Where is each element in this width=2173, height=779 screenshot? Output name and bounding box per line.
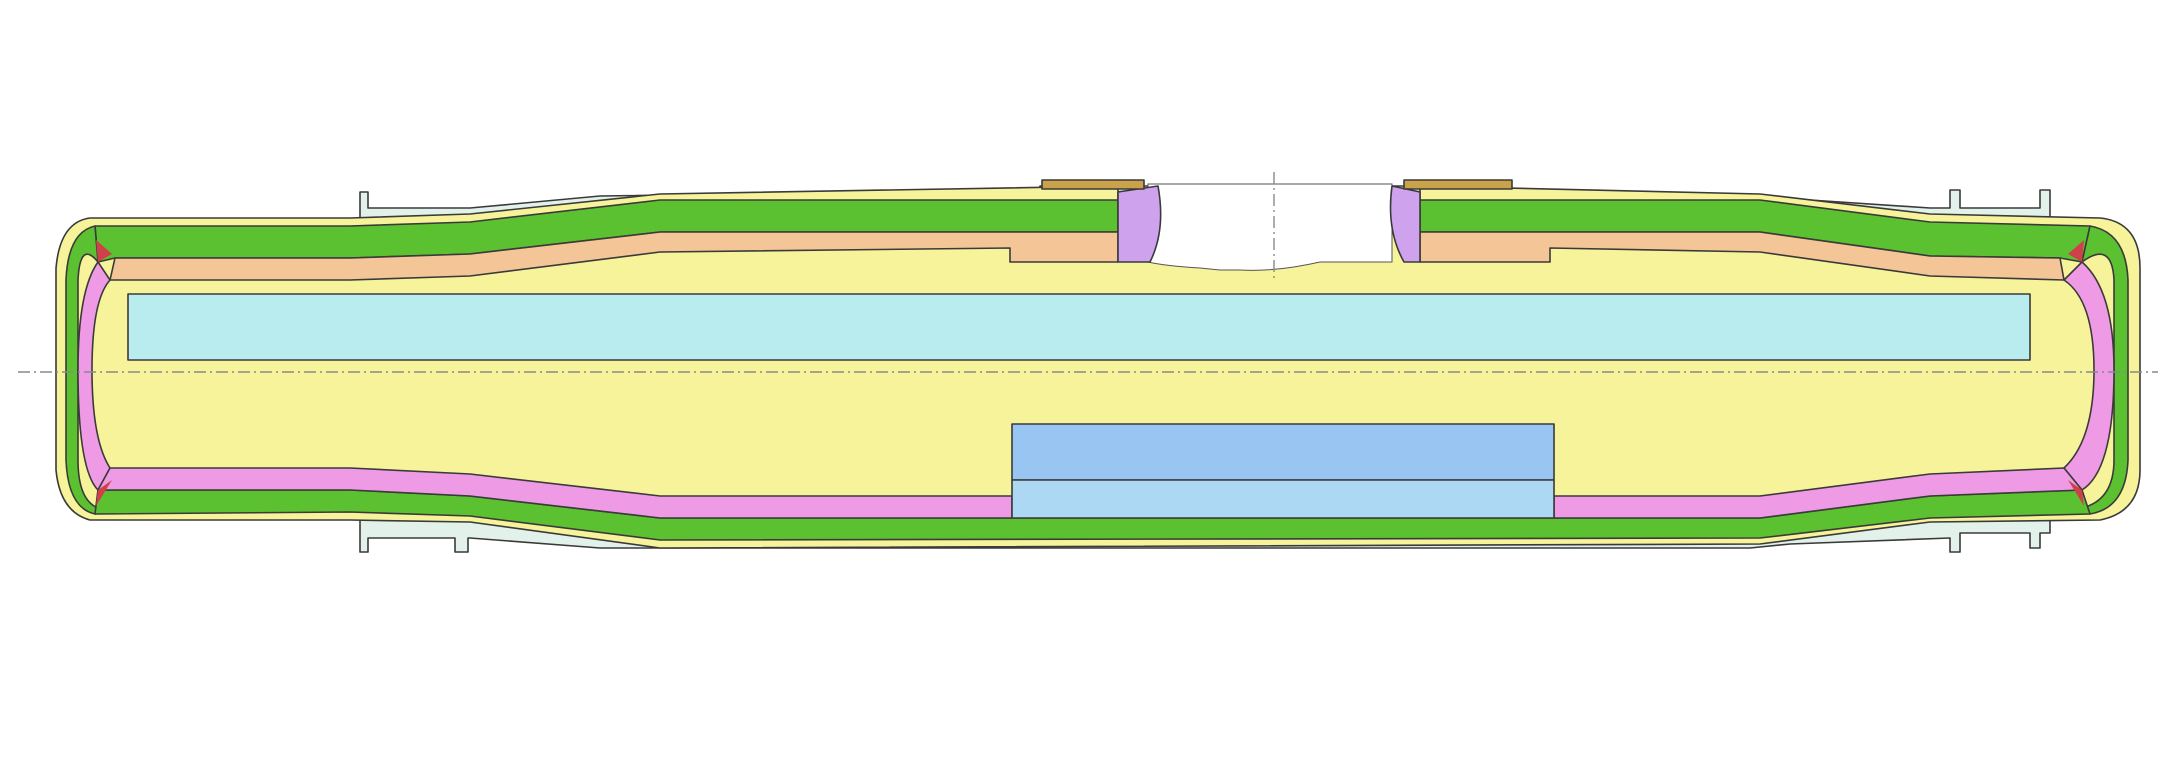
- gold-strip-left: [1041, 179, 1145, 190]
- yellow-liner: [55, 185, 2141, 549]
- blue-block-top: [1011, 423, 1555, 481]
- lilac-insert-right: [1389, 185, 1421, 263]
- center-opening: [1147, 183, 1393, 271]
- red-corner-bottom-left: [96, 480, 112, 506]
- red-corner-top-right: [2068, 240, 2084, 262]
- red-corner-top-left: [96, 240, 112, 262]
- red-corner-bottom-right: [2068, 480, 2084, 506]
- tan-layer-top-right: [1419, 231, 2065, 281]
- lilac-insert-left: [1117, 185, 1162, 263]
- tan-layer-top-left: [109, 231, 1119, 281]
- gold-strip-right: [1403, 179, 1513, 190]
- cyan-core: [127, 293, 2031, 361]
- blue-block-bottom: [1011, 479, 1555, 519]
